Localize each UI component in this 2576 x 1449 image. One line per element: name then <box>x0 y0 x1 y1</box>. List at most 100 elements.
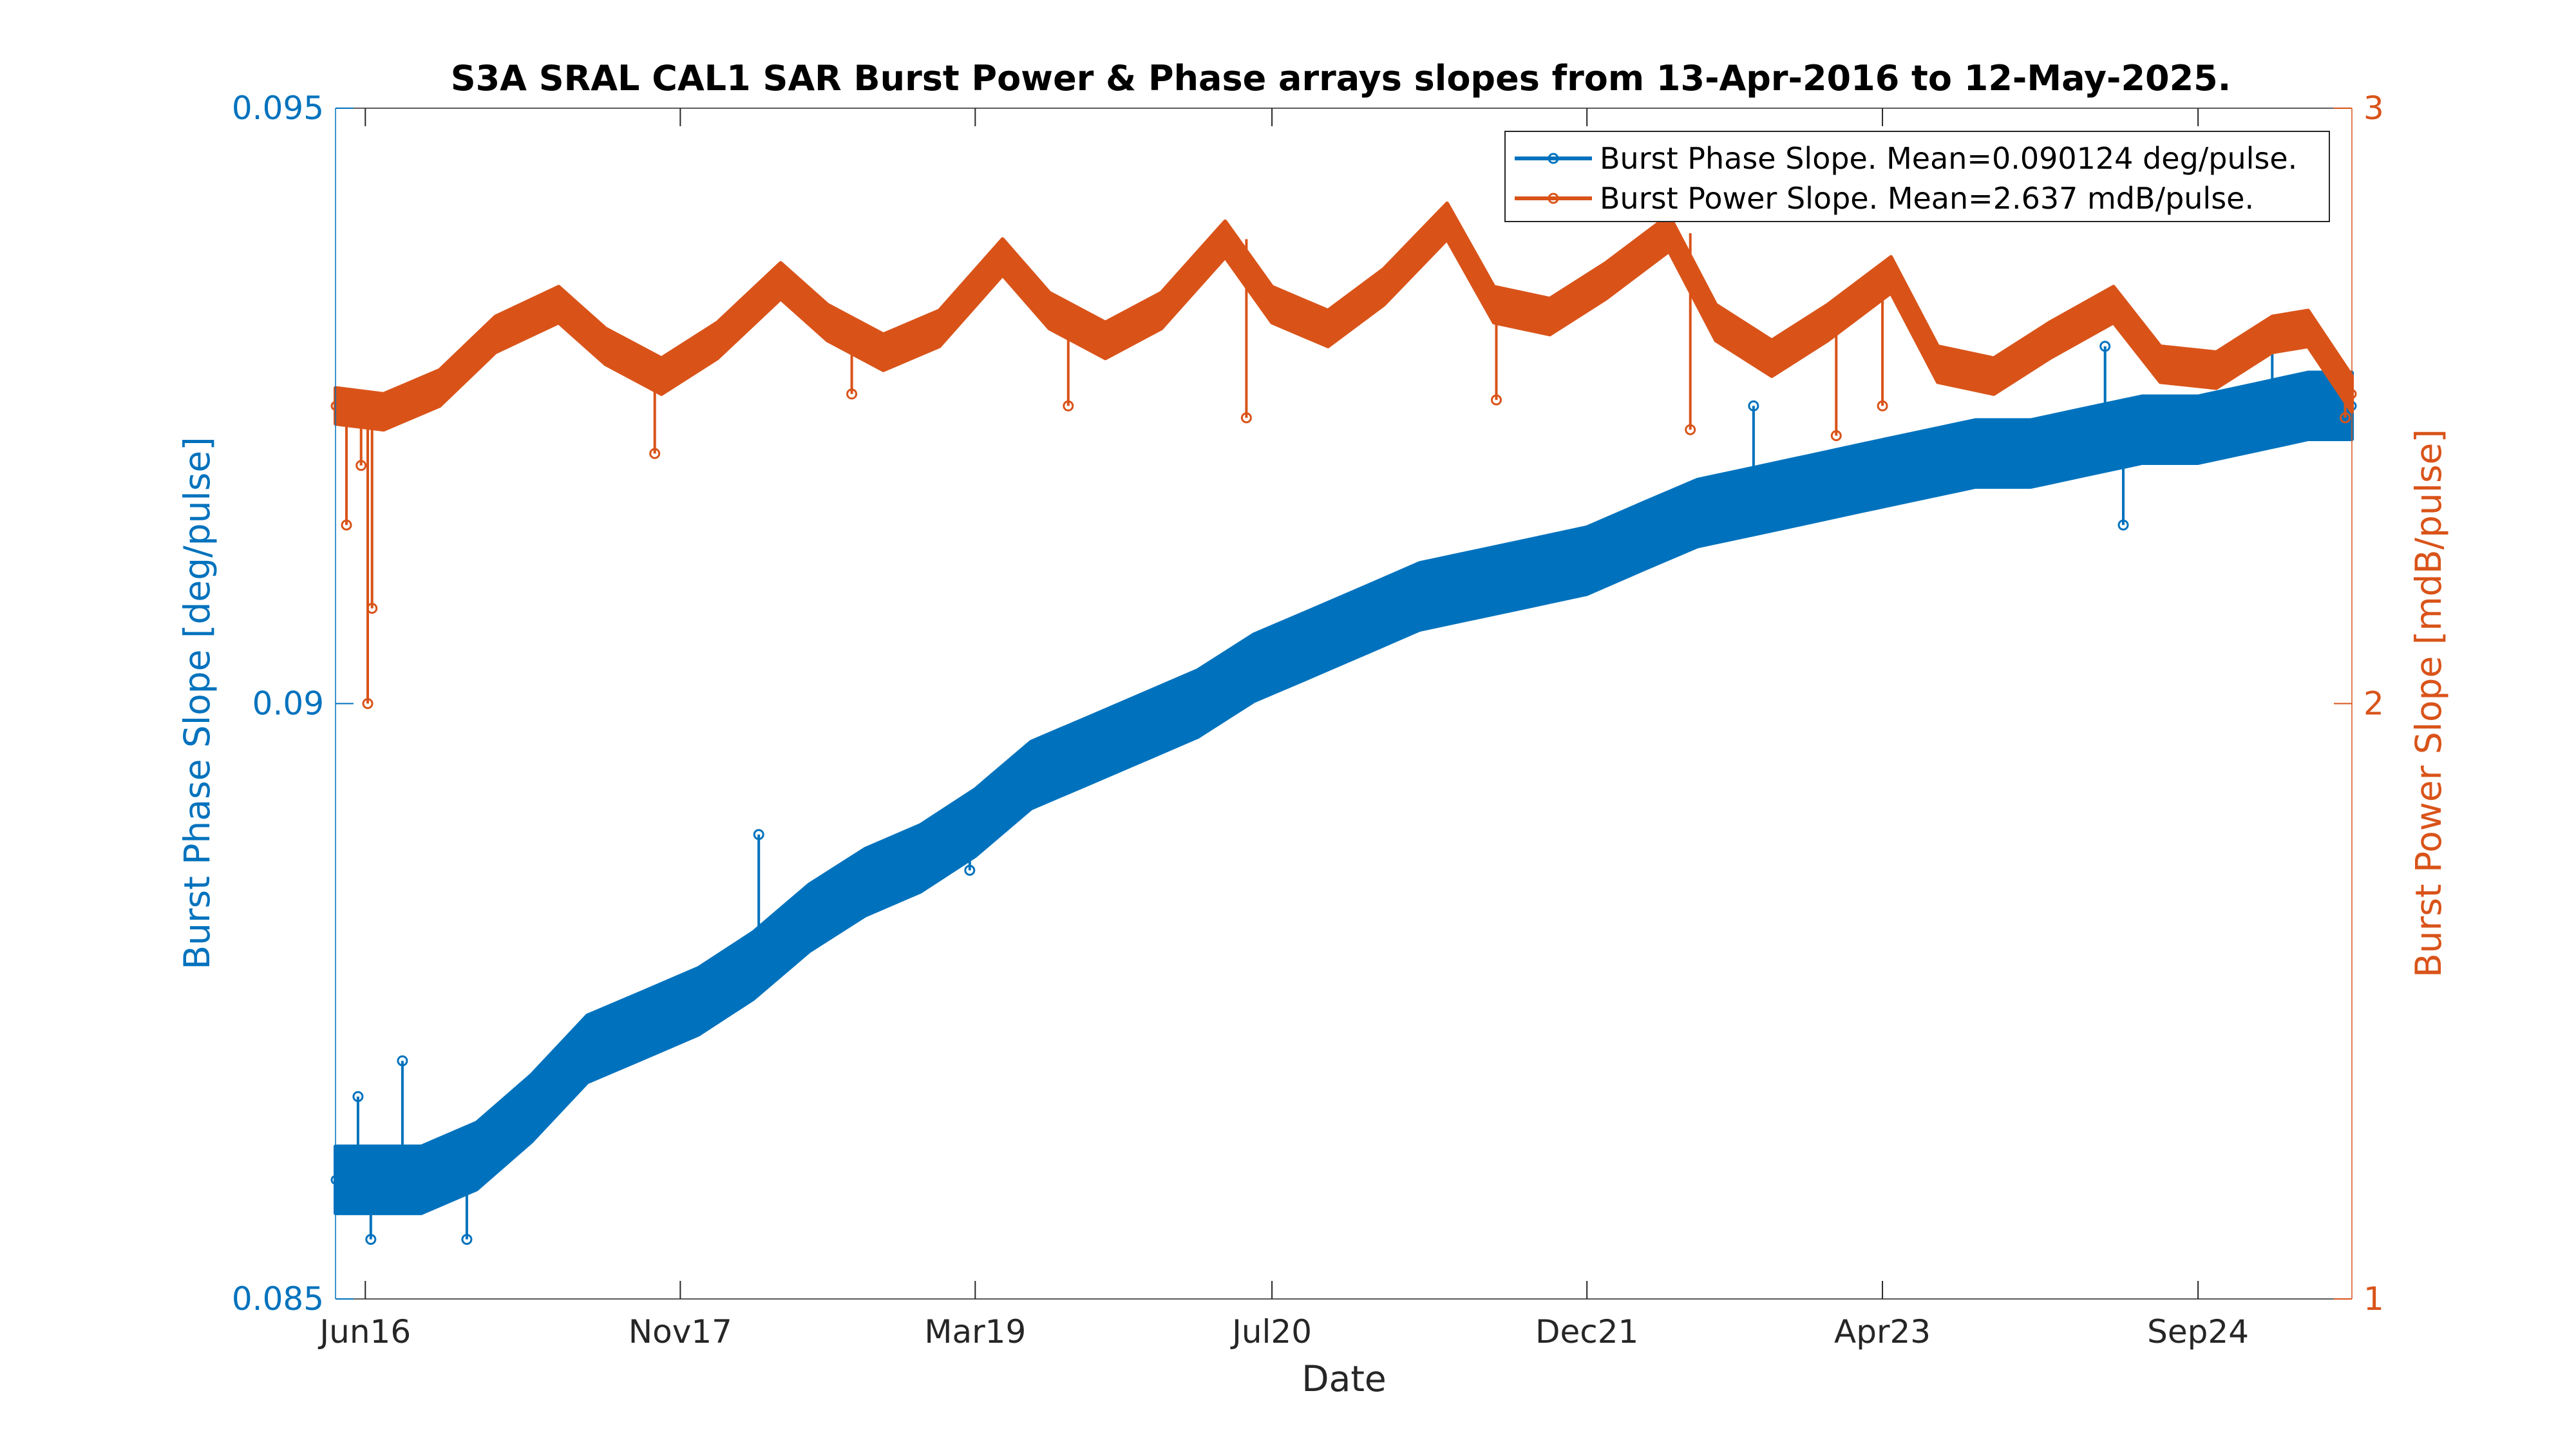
data-point-power <box>1710 317 1721 328</box>
chart-title: S3A SRAL CAL1 SAR Burst Power & Phase ar… <box>451 58 2231 99</box>
data-point-phase <box>1692 508 1703 518</box>
outlier-point-phase <box>753 829 764 840</box>
data-point-phase <box>2248 413 2259 423</box>
series-line-power <box>335 218 2354 414</box>
data-point-phase <box>1137 723 1148 732</box>
series-line-phase <box>336 404 2352 1182</box>
data-point-phase <box>804 913 814 923</box>
data-point-power <box>1886 270 1896 280</box>
right-y-tick-label: 1 <box>2363 1280 2384 1318</box>
outlier-point-power <box>846 388 858 400</box>
legend: Burst Phase Slope. Mean=0.090124 deg/pul… <box>1504 131 2330 222</box>
data-point-power <box>554 299 564 310</box>
data-point-phase <box>1026 770 1036 780</box>
legend-label-phase: Burst Phase Slope. Mean=0.090124 deg/pul… <box>1600 141 2297 176</box>
data-point-phase <box>638 1020 649 1030</box>
data-point-phase <box>1082 746 1092 756</box>
data-point-power <box>1100 336 1110 346</box>
data-point-power <box>2267 329 2277 339</box>
outlier-point-power <box>1877 400 1888 412</box>
plot-area <box>336 108 2352 1299</box>
outlier-point-power <box>649 448 661 459</box>
data-point-power <box>1545 312 1555 322</box>
x-tick-label: Jul20 <box>1230 1313 1312 1350</box>
legend-box <box>1504 131 2330 222</box>
ticks-layer: Jun16 Nov17 Mar19 Jul20 Dec21 Apr23 Sep24 0.085… <box>232 90 2384 1350</box>
data-point-phase <box>471 1151 482 1161</box>
data-point-power <box>379 407 389 417</box>
right-y-tick-label: 3 <box>2363 90 2384 127</box>
outlier-point-power <box>1240 412 1252 424</box>
data-point-phase <box>1526 567 1537 578</box>
x-tick-label: Jun16 <box>317 1313 411 1350</box>
data-point-phase <box>1859 472 1869 482</box>
left-y-tick-label: 0.095 <box>232 90 324 127</box>
outlier-point-power <box>1491 394 1502 406</box>
outlier-point-power <box>2340 412 2351 424</box>
legend-label-power: Burst Power Slope. Mean=2.637 mdB/pulse. <box>1600 181 2254 216</box>
data-point-phase <box>1360 615 1370 625</box>
data-point-power <box>822 317 833 328</box>
data-point-power <box>775 276 786 286</box>
outlier-point-phase <box>1619 519 1631 531</box>
data-point-power <box>1323 323 1333 334</box>
left-y-tick-label: 0.09 <box>252 685 324 723</box>
data-point-power <box>1379 281 1389 292</box>
outlier-point-phase <box>1748 400 1759 412</box>
data-point-phase <box>416 1175 426 1185</box>
outlier-point-power <box>362 698 374 709</box>
x-tick-label: Nov17 <box>629 1313 732 1350</box>
data-point-phase <box>526 1103 536 1113</box>
data-point-power <box>934 323 945 334</box>
outlier-point-phase <box>1180 674 1191 685</box>
data-point-power <box>1442 216 1452 227</box>
data-point-power <box>1601 276 1611 286</box>
data-point-phase <box>360 1175 370 1185</box>
data-point-phase <box>1249 663 1259 673</box>
data-point-phase <box>748 960 759 971</box>
data-point-power <box>1823 317 1833 328</box>
outlier-point-power <box>366 603 378 614</box>
data-point-phase <box>1915 460 1925 471</box>
right-y-tick-label: 2 <box>2363 685 2384 723</box>
outlier-point-phase <box>964 864 976 876</box>
data-point-phase <box>582 1044 592 1054</box>
data-point-power <box>2211 365 2221 375</box>
data-point-power <box>1045 305 1054 316</box>
data-point-power <box>2108 299 2119 310</box>
data-point-phase <box>1971 448 1980 459</box>
data-point-power <box>1766 353 1777 363</box>
outlier-point-phase <box>2099 341 2111 352</box>
data-point-phase <box>1193 699 1203 708</box>
outlier-point-phase <box>461 1234 473 1245</box>
data-point-power <box>1989 371 1999 381</box>
data-point-phase <box>2137 424 2147 435</box>
x-axis-label: Date <box>1302 1358 1386 1399</box>
data-point-phase <box>2303 401 2313 411</box>
data-point-phase <box>860 877 870 887</box>
data-point-phase <box>694 996 704 1007</box>
left-y-tick-label: 0.085 <box>232 1280 324 1318</box>
data-point-power <box>1664 228 1674 238</box>
right-y-axis-label: Burst Power Slope [mdB/pulse] <box>2408 429 2449 978</box>
outlier-point-power <box>1063 400 1074 412</box>
outlier-point-power <box>1685 424 1696 435</box>
x-tick-label: Dec21 <box>1535 1313 1638 1350</box>
data-point-power <box>435 383 444 393</box>
left-y-axis-label: Burst Phase Slope [deg/pulse] <box>176 437 218 969</box>
outlier-point-power <box>1830 430 1842 441</box>
data-point-phase <box>1636 532 1647 542</box>
outlier-point-phase <box>352 1091 364 1103</box>
data-point-phase <box>1804 484 1814 495</box>
outlier-point-phase <box>397 1055 408 1066</box>
outlier-point-phase <box>2117 519 2129 531</box>
data-point-power <box>656 371 667 381</box>
data-point-power <box>1156 305 1166 316</box>
data-point-power <box>1933 359 1943 369</box>
data-point-phase <box>1470 580 1481 590</box>
outlier-point-power <box>355 460 367 471</box>
data-point-phase <box>2081 437 2091 447</box>
legend-marker-phase <box>1548 153 1559 164</box>
data-point-power <box>712 336 723 346</box>
